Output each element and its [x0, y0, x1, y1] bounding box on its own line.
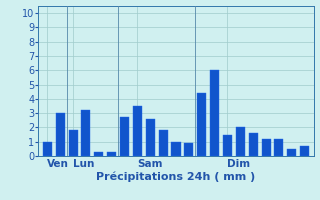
X-axis label: Précipitations 24h ( mm ): Précipitations 24h ( mm )	[96, 172, 256, 182]
Bar	[261, 139, 270, 156]
Bar	[223, 135, 232, 156]
Bar	[120, 117, 129, 156]
Bar	[172, 142, 180, 156]
Bar	[68, 130, 78, 156]
Bar	[94, 152, 103, 156]
Bar	[210, 70, 219, 156]
Bar	[184, 143, 193, 156]
Bar	[82, 110, 91, 156]
Bar	[236, 127, 245, 156]
Bar	[107, 152, 116, 156]
Bar	[43, 142, 52, 156]
Bar	[249, 133, 258, 156]
Bar	[133, 106, 142, 156]
Bar	[300, 146, 309, 156]
Bar	[146, 119, 155, 156]
Bar	[287, 149, 296, 156]
Bar	[56, 113, 65, 156]
Bar	[274, 139, 284, 156]
Bar	[159, 130, 168, 156]
Bar	[197, 93, 206, 156]
